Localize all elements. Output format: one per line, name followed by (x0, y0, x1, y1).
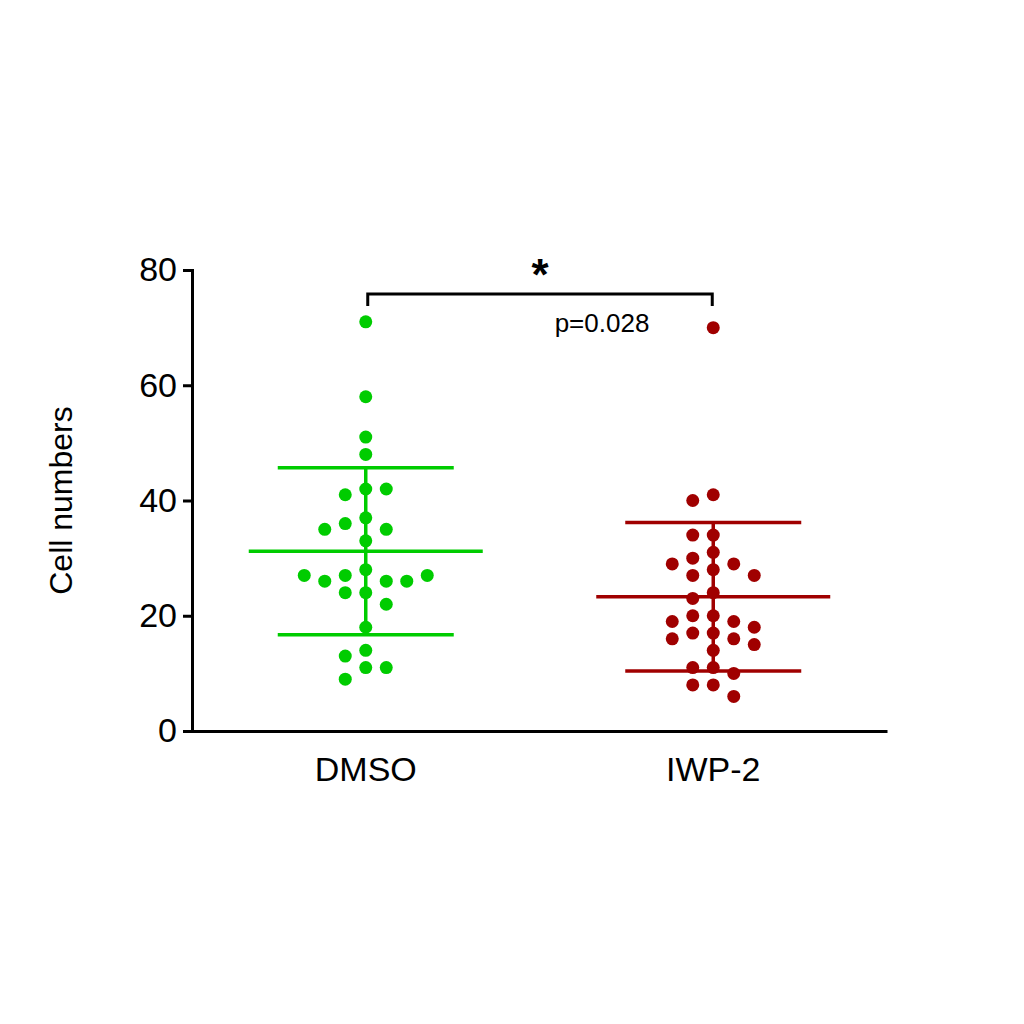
x-tick-label: IWP-2 (666, 750, 760, 788)
y-tick-label: 0 (158, 711, 177, 749)
data-point (339, 488, 352, 501)
p-value: p=0.028 (555, 308, 650, 338)
data-point (380, 523, 393, 536)
x-axis-line (193, 730, 888, 733)
data-point (359, 644, 372, 657)
data-point (727, 667, 740, 680)
data-point (318, 523, 331, 536)
data-point (686, 552, 699, 565)
data-point (707, 488, 720, 501)
y-tick: 80 (139, 250, 192, 288)
data-point (380, 482, 393, 495)
data-point (339, 569, 352, 582)
data-point (339, 517, 352, 530)
x-axis: DMSO IWP-2 (193, 732, 888, 789)
sd-bar (364, 468, 368, 635)
plot-area (249, 315, 831, 703)
data-point (727, 557, 740, 570)
data-point (686, 529, 699, 542)
sd-cap-lower (278, 633, 454, 637)
data-point (686, 609, 699, 622)
sd-cap-upper (278, 466, 454, 470)
data-point (421, 569, 434, 582)
data-point (707, 678, 720, 691)
y-tick-mark (183, 500, 192, 503)
chart: 0 20 40 60 80 DMSO IWP-2 Cell numbers *p=0.028 (0, 0, 1024, 1024)
data-point (727, 632, 740, 645)
data-point (748, 621, 761, 634)
x-tick-label: DMSO (315, 750, 417, 788)
data-point (339, 586, 352, 599)
y-tick-label: 80 (139, 250, 177, 288)
y-tick-label: 60 (139, 366, 177, 404)
y-tick-mark (183, 384, 192, 387)
data-point (686, 678, 699, 691)
data-point (400, 575, 413, 588)
y-tick-mark (183, 615, 192, 618)
y-axis-title: Cell numbers (43, 406, 79, 595)
y-tick-mark (183, 730, 192, 733)
data-point (666, 615, 679, 628)
data-point (298, 569, 311, 582)
data-point (686, 494, 699, 507)
x-tick: IWP-2 (666, 750, 760, 788)
data-point (318, 575, 331, 588)
data-point (686, 569, 699, 582)
y-axis: 0 20 40 60 80 (139, 250, 192, 749)
y-tick-label: 20 (139, 596, 177, 634)
y-tick: 40 (139, 481, 192, 519)
data-point (380, 598, 393, 611)
data-point (339, 673, 352, 686)
y-tick: 60 (139, 366, 192, 404)
data-point (380, 661, 393, 674)
sd-cap-upper (625, 521, 801, 525)
data-point (359, 390, 372, 403)
y-tick: 0 (158, 711, 192, 749)
significance-star: * (531, 250, 549, 299)
y-axis-line (183, 271, 193, 732)
y-tick-mark (183, 269, 192, 272)
data-point (339, 650, 352, 663)
data-point (359, 431, 372, 444)
data-point (727, 690, 740, 703)
y-tick-label: 40 (139, 481, 177, 519)
x-tick: DMSO (315, 750, 417, 788)
data-point (380, 575, 393, 588)
data-point (359, 448, 372, 461)
data-point (359, 315, 372, 328)
data-point (748, 638, 761, 651)
data-point (727, 615, 740, 628)
data-point (666, 632, 679, 645)
sd-cap-lower (625, 669, 801, 673)
data-point (666, 557, 679, 570)
sd-bar (712, 522, 716, 671)
y-tick: 20 (139, 596, 192, 634)
data-point (686, 627, 699, 640)
data-point (707, 321, 720, 334)
data-point (359, 661, 372, 674)
data-point (748, 569, 761, 582)
